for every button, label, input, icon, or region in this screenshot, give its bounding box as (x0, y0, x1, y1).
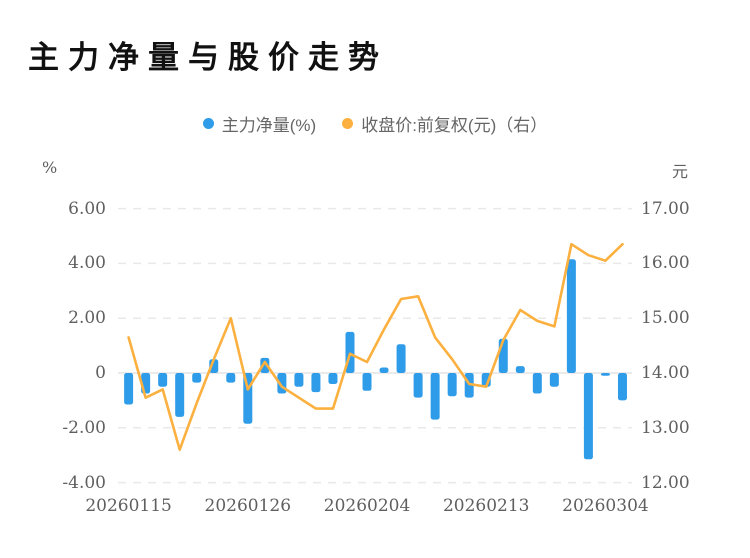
x-axis-label: 20260304 (562, 496, 649, 516)
y-axis-label-left: 0 (95, 363, 106, 383)
y-axis-label-right: 16.00 (641, 253, 690, 274)
y-axis-label-left: 6.00 (68, 198, 106, 219)
bar-main-net-volume (226, 373, 236, 383)
bar-main-net-volume (430, 373, 440, 420)
bar-main-net-volume (192, 373, 202, 383)
y-axis-label-right: 12.00 (641, 472, 690, 493)
legend-item-main-net-volume: 主力净量(%) (202, 111, 317, 136)
bar-main-net-volume (617, 373, 627, 401)
bar-main-net-volume (175, 373, 185, 417)
bar-main-net-volume (447, 373, 457, 397)
x-axis-label: 20260213 (442, 496, 530, 516)
x-axis-label: 20260204 (323, 496, 411, 516)
bar-main-net-volume (566, 259, 576, 373)
x-axis-label: 20260115 (85, 496, 172, 516)
y-axis-label-right: 13.00 (641, 417, 690, 438)
y-axis-label-right: 14.00 (641, 363, 690, 383)
bar-main-net-volume (311, 373, 321, 393)
y-axis-label-right: 17.00 (641, 198, 690, 219)
legend-label-main-net-volume: 主力净量(%) (221, 116, 317, 135)
bar-main-net-volume (532, 373, 542, 394)
y-axis-label-left: -2.00 (62, 417, 106, 438)
y-axis-label-right: 15.00 (641, 308, 690, 329)
y-axis-label-left: -4.00 (62, 472, 106, 493)
bar-main-net-volume (515, 366, 525, 373)
line-close-price (127, 242, 624, 452)
right-axis-unit: 元 (672, 162, 689, 181)
bar-main-net-volume (413, 373, 423, 398)
bar-main-net-volume (396, 344, 406, 373)
legend-item-close-price: 收盘价:前复权(元)（右） (342, 111, 547, 136)
bar-main-net-volume (583, 373, 593, 460)
bar-main-net-volume (549, 373, 559, 387)
bar-main-net-volume (600, 373, 610, 376)
y-axis-label-left: 2.00 (68, 308, 106, 329)
x-axis-label: 20260126 (204, 496, 292, 516)
bar-main-net-volume (158, 373, 168, 387)
legend-label-close-price: 收盘价:前复权(元)（右） (361, 116, 548, 135)
chart-legend: 主力净量(%) 收盘价:前复权(元)（右） (118, 111, 632, 136)
page-title: 主力净量与股价走势 (28, 40, 388, 75)
legend-marker-bar-series-icon (202, 118, 214, 129)
bar-main-net-volume (362, 373, 372, 391)
bar-main-net-volume (294, 373, 304, 387)
bar-main-net-volume (379, 367, 389, 373)
bar-main-net-volume (124, 373, 134, 405)
bar-main-net-volume (260, 357, 270, 373)
bar-main-net-volume (328, 373, 338, 384)
left-axis-unit: % (42, 158, 58, 177)
y-axis-label-left: 4.00 (68, 253, 106, 274)
legend-marker-line-series-icon (342, 118, 354, 129)
